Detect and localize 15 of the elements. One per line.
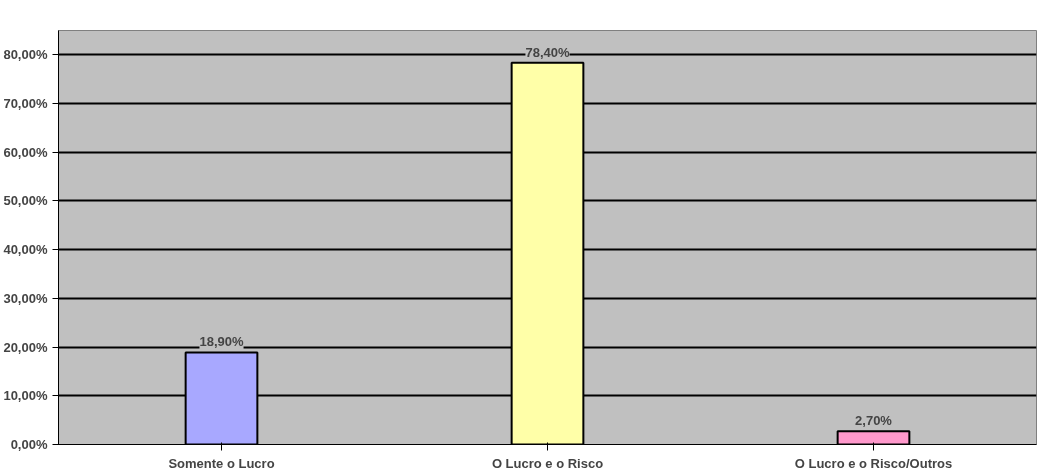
data-label: 18,90% bbox=[199, 334, 244, 350]
x-tick-label: O Lucro e o Risco bbox=[491, 455, 604, 471]
data-label: 2,70% bbox=[855, 413, 893, 429]
y-tick-label: 20,00% bbox=[3, 339, 48, 355]
data-label: 78,40% bbox=[525, 44, 570, 60]
x-tick-label: O Lucro e o Risco/Outros bbox=[794, 455, 953, 471]
y-tick-label: 0,00% bbox=[10, 437, 48, 452]
y-tick-label: 70,00% bbox=[3, 96, 48, 112]
y-tick-label: 10,00% bbox=[3, 388, 48, 404]
y-tick-label: 30,00% bbox=[3, 290, 48, 306]
y-tick-label: 80,00% bbox=[3, 47, 48, 63]
x-tick-label: Somente o Lucro bbox=[168, 455, 275, 471]
y-tick-label: 40,00% bbox=[3, 242, 48, 258]
y-tick-label: 60,00% bbox=[3, 144, 48, 160]
y-tick-label: 50,00% bbox=[3, 193, 48, 209]
